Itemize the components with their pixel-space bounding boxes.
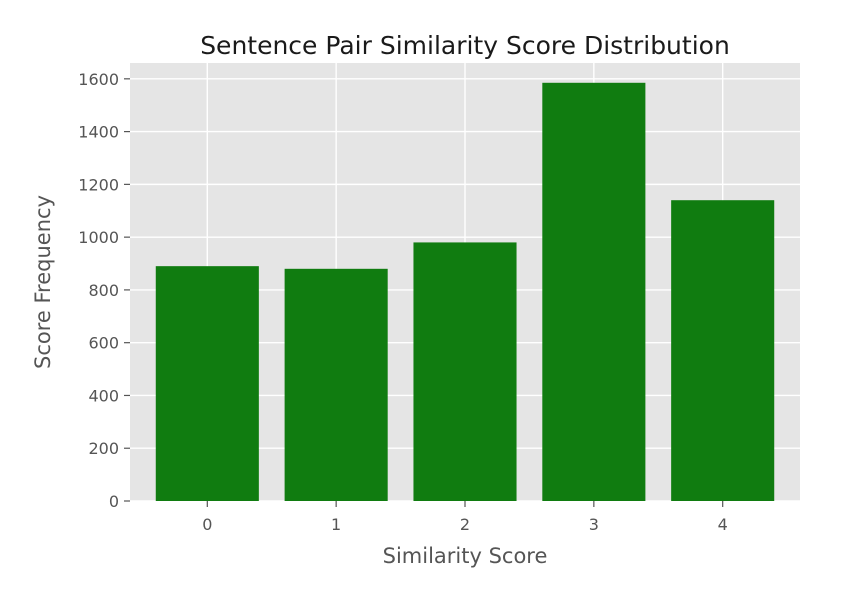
y-tick-label: 200 — [88, 439, 119, 458]
x-tick-label: 1 — [331, 515, 341, 534]
bars — [155, 82, 775, 501]
x-tick-label: 4 — [718, 515, 728, 534]
x-axis-label: Similarity Score — [383, 544, 548, 568]
y-tick-label: 1400 — [78, 123, 119, 142]
y-tick-label: 1600 — [78, 70, 119, 89]
y-tick-label: 0 — [109, 492, 119, 511]
bar-2 — [413, 242, 517, 501]
x-axis-ticks: 0 1 2 3 4 — [202, 501, 728, 534]
y-axis-label: Score Frequency — [31, 195, 55, 369]
bar-4 — [671, 200, 775, 501]
y-tick-label: 600 — [88, 334, 119, 353]
x-tick-label: 0 — [202, 515, 212, 534]
y-tick-label: 1200 — [78, 175, 119, 194]
bar-3 — [542, 82, 646, 501]
y-tick-label: 1000 — [78, 228, 119, 247]
chart-title: Sentence Pair Similarity Score Distribut… — [200, 31, 730, 60]
y-tick-label: 400 — [88, 386, 119, 405]
bar-1 — [284, 268, 388, 501]
x-tick-label: 2 — [460, 515, 470, 534]
y-tick-label: 800 — [88, 281, 119, 300]
x-tick-label: 3 — [589, 515, 599, 534]
y-axis-ticks: 0 200 400 600 800 1000 1200 1400 1600 — [78, 70, 130, 511]
bar-0 — [155, 266, 259, 501]
